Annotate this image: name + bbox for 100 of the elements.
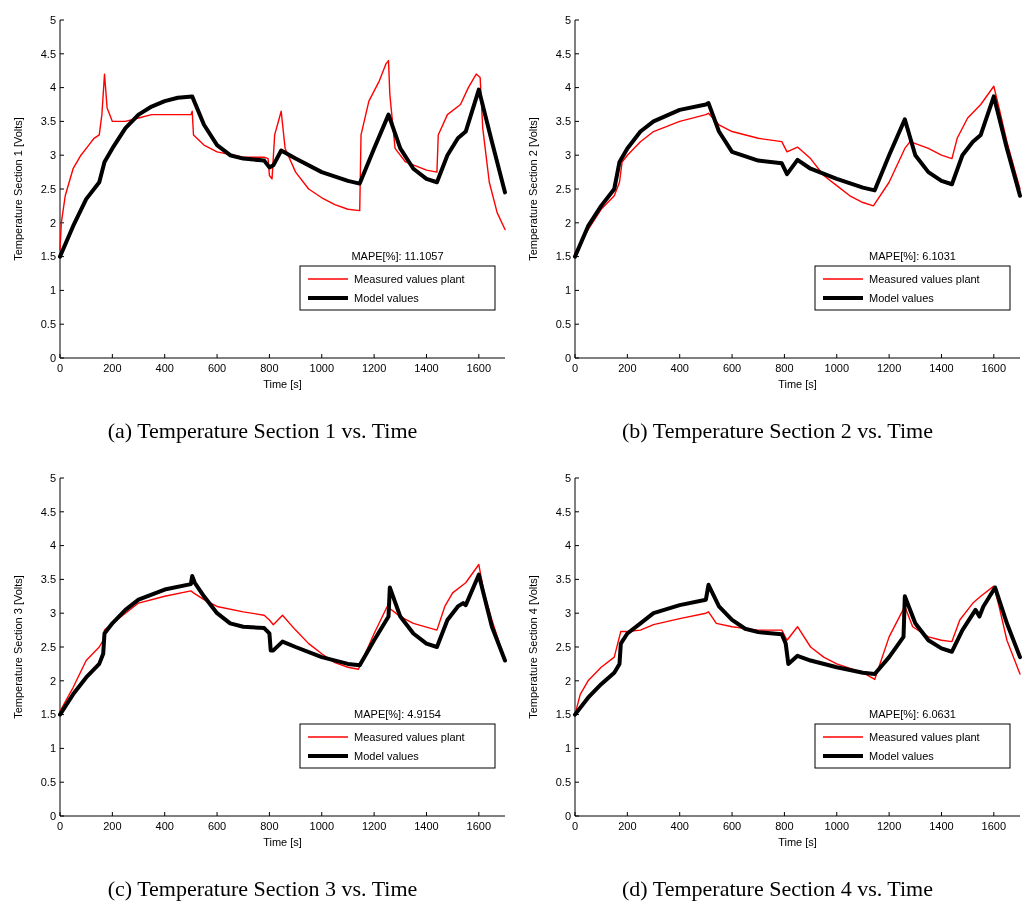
x-tick-label: 1000: [309, 820, 335, 832]
y-tick-label: 3.5: [40, 573, 56, 586]
y-tick-label: 3.5: [40, 115, 56, 128]
y-tick-label: 4: [564, 81, 571, 94]
y-axis-title: Temperature Section 1 [Volts]: [12, 117, 24, 261]
y-axis-title: Temperature Section 2 [Volts]: [527, 117, 539, 261]
y-tick-label: 1.5: [555, 708, 571, 721]
x-tick-label: 400: [155, 362, 174, 374]
x-tick-label: 1000: [309, 362, 335, 374]
y-tick-label: 4.5: [555, 505, 571, 518]
y-tick-label: 3: [564, 149, 571, 162]
y-tick-label: 4: [564, 539, 571, 552]
legend-label: Measured values plant: [869, 272, 980, 285]
x-tick-label: 800: [260, 362, 279, 374]
x-axis-title: Time [s]: [778, 378, 817, 390]
x-tick-label: 200: [618, 820, 637, 832]
x-tick-label: 600: [207, 362, 227, 374]
y-tick-label: 5: [49, 471, 56, 484]
y-tick-label: 0.5: [555, 318, 571, 331]
x-tick-label: 200: [103, 820, 122, 832]
x-tick-label: 400: [670, 362, 689, 374]
x-tick-label: 1600: [466, 362, 492, 374]
x-tick-label: 800: [775, 362, 794, 374]
y-tick-label: 5: [564, 471, 571, 484]
y-tick-label: 4: [49, 81, 56, 94]
x-tick-label: 200: [103, 362, 122, 374]
x-tick-label: 1200: [876, 820, 902, 832]
y-tick-label: 3: [49, 149, 56, 162]
y-tick-label: 2.5: [555, 640, 571, 653]
y-tick-label: 3.5: [555, 115, 571, 128]
y-tick-label: 2: [564, 674, 571, 687]
y-tick-label: 4.5: [555, 47, 571, 60]
x-axis-title: Time [s]: [263, 836, 302, 848]
x-tick-label: 800: [260, 820, 279, 832]
x-tick-label: 400: [670, 820, 689, 832]
text: (d) Temperature Section 4 vs. Time: [622, 876, 933, 901]
x-tick-label: 1200: [361, 820, 387, 832]
legend-label: Measured values plant: [354, 730, 465, 743]
y-tick-label: 2: [49, 216, 56, 229]
y-tick-label: 0: [49, 809, 56, 822]
y-tick-label: 1.5: [40, 250, 56, 263]
line-series: [59, 59, 506, 251]
x-tick-label: 1600: [981, 362, 1007, 374]
y-tick-label: 5: [564, 13, 571, 26]
y-tick-label: 1: [49, 742, 56, 755]
y-tick-label: 1: [564, 742, 571, 755]
x-tick-label: 1400: [414, 820, 439, 832]
y-tick-label: 3.5: [555, 573, 571, 586]
y-tick-label: 2.5: [40, 640, 56, 653]
x-tick-label: 1200: [361, 362, 387, 374]
x-tick-label: 1000: [824, 820, 850, 832]
legend-label: Measured values plant: [869, 730, 980, 743]
y-tick-label: 2: [564, 216, 571, 229]
y-tick-label: 0: [49, 351, 56, 364]
x-axis-title: Time [s]: [263, 378, 302, 390]
y-tick-label: 0.5: [555, 776, 571, 789]
annotation: MAPE[%]: 11.1057: [351, 250, 444, 262]
y-tick-label: 0: [564, 809, 571, 822]
legend-label: Model values: [354, 749, 420, 762]
annotation: MAPE[%]: 6.0631: [869, 708, 956, 720]
x-tick-label: 600: [722, 362, 742, 374]
legend-label: Model values: [354, 291, 420, 304]
y-tick-label: 5: [49, 13, 56, 26]
x-tick-label: 200: [618, 362, 637, 374]
x-tick-label: 1400: [929, 362, 954, 374]
x-axis-title: Time [s]: [778, 836, 817, 848]
y-tick-label: 1.5: [555, 250, 571, 263]
y-tick-label: 0.5: [40, 318, 56, 331]
x-tick-label: 400: [155, 820, 174, 832]
y-tick-label: 4.5: [40, 505, 56, 518]
y-tick-label: 3: [564, 607, 571, 620]
y-tick-label: 3: [49, 607, 56, 620]
y-tick-label: 0: [564, 351, 571, 364]
x-tick-label: 600: [207, 820, 227, 832]
annotation: MAPE[%]: 4.9154: [354, 708, 441, 720]
text: (b) Temperature Section 2 vs. Time: [622, 418, 933, 443]
y-tick-label: 0.5: [40, 776, 56, 789]
y-tick-label: 2: [49, 674, 56, 687]
legend-label: Model values: [869, 291, 935, 304]
x-tick-label: 1400: [929, 820, 954, 832]
x-tick-label: 1400: [414, 362, 439, 374]
x-tick-label: 1000: [824, 362, 850, 374]
text: (a) Temperature Section 1 vs. Time: [107, 418, 418, 443]
y-tick-label: 4.5: [40, 47, 56, 60]
y-tick-label: 1.5: [40, 708, 56, 721]
x-tick-label: 600: [722, 820, 742, 832]
legend-label: Measured values plant: [354, 272, 465, 285]
legend-label: Model values: [869, 749, 935, 762]
x-tick-label: 1600: [981, 820, 1007, 832]
y-axis-title: Temperature Section 3 [Volts]: [12, 575, 24, 719]
y-tick-label: 2.5: [40, 182, 56, 195]
annotation: MAPE[%]: 6.1031: [869, 250, 956, 262]
y-tick-label: 2.5: [555, 182, 571, 195]
y-tick-label: 4: [49, 539, 56, 552]
x-tick-label: 1600: [466, 820, 492, 832]
y-tick-label: 1: [564, 284, 571, 297]
x-tick-label: 800: [775, 820, 794, 832]
y-axis-title: Temperature Section 4 [Volts]: [527, 575, 539, 719]
y-tick-label: 1: [49, 284, 56, 297]
x-tick-label: 1200: [876, 362, 902, 374]
